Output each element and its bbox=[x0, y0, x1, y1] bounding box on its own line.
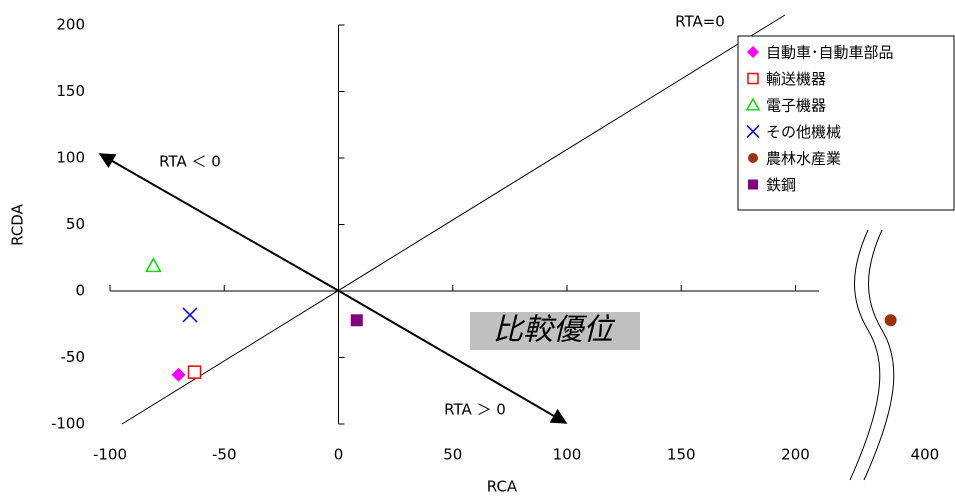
annotation: 比較優位 bbox=[493, 313, 616, 348]
legend-label: 自動車･自動車部品 bbox=[766, 44, 894, 62]
annotation: RTA ＜ 0 bbox=[159, 153, 221, 171]
x-tick-label: 50 bbox=[443, 446, 462, 464]
legend-label: 電子機器 bbox=[766, 97, 826, 115]
x-tick-label: 150 bbox=[667, 446, 696, 464]
legend-label: その他機械 bbox=[766, 123, 841, 141]
point bbox=[350, 314, 363, 327]
annotation: RTA=0 bbox=[675, 13, 725, 31]
axis-break bbox=[849, 229, 881, 481]
legend bbox=[737, 35, 955, 211]
y-axis-label: RCDA bbox=[9, 203, 27, 245]
legend-label: 輸送機器 bbox=[766, 70, 826, 88]
y-tick-label: -100 bbox=[51, 415, 85, 433]
x-axis-label: RCA bbox=[487, 478, 518, 496]
y-tick-label: -50 bbox=[61, 348, 86, 366]
y-tick-label: 50 bbox=[66, 215, 85, 233]
legend-marker bbox=[747, 72, 759, 85]
rta-positive-arrow bbox=[338, 290, 568, 424]
axis-break bbox=[863, 229, 895, 481]
legend-marker bbox=[745, 97, 761, 111]
point bbox=[145, 257, 162, 273]
legend-marker bbox=[748, 153, 758, 163]
x-tick-label: 200 bbox=[781, 446, 810, 464]
x-tick-label: 400 bbox=[911, 446, 940, 464]
y-tick-label: 200 bbox=[56, 16, 85, 34]
advantage-box bbox=[470, 312, 640, 350]
y-tick-label: 100 bbox=[56, 149, 85, 167]
legend-label: 鉄鋼 bbox=[766, 176, 796, 194]
rta-negative-arrow bbox=[98, 153, 340, 292]
legend-marker bbox=[746, 124, 760, 139]
point bbox=[171, 367, 186, 382]
x-tick-label: -50 bbox=[212, 446, 237, 464]
legend-marker bbox=[748, 179, 758, 190]
legend-marker bbox=[747, 46, 759, 58]
y-tick-label: 0 bbox=[75, 282, 85, 300]
x-tick-label: 100 bbox=[553, 446, 582, 464]
legend-label: 農林水産業 bbox=[766, 150, 841, 168]
x-tick-label: 0 bbox=[334, 446, 344, 464]
point bbox=[187, 365, 202, 379]
point bbox=[884, 314, 897, 327]
x-tick-label: -100 bbox=[93, 446, 127, 464]
annotation: RTA ＞ 0 bbox=[444, 401, 506, 419]
point bbox=[182, 307, 198, 323]
y-tick-label: 150 bbox=[56, 82, 85, 100]
rta-zero-line bbox=[121, 14, 786, 425]
